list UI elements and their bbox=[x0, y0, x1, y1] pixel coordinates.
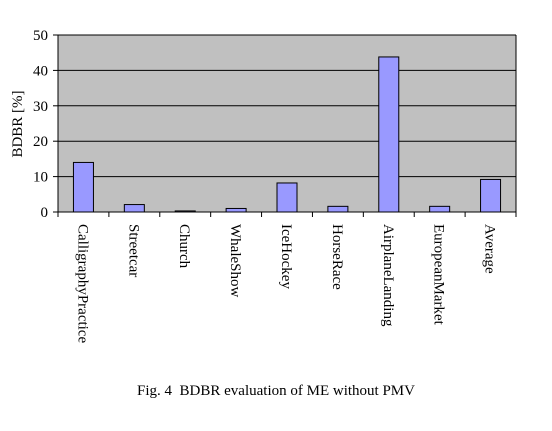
bar-airplanelanding bbox=[378, 56, 400, 213]
plot-area: 0 10 20 30 40 50 CalligraphyPractice Streetcar C… bbox=[33, 28, 517, 343]
bar-calligraphypractice bbox=[72, 161, 94, 213]
bar-church bbox=[174, 210, 196, 213]
y-tick-label: 20 bbox=[33, 134, 48, 150]
bar-europeanmarket bbox=[429, 205, 451, 213]
y-tick-label: 0 bbox=[41, 205, 49, 221]
y-tick-label: 30 bbox=[33, 99, 48, 115]
bar-streetcar bbox=[123, 204, 145, 213]
bar-horserace bbox=[327, 205, 349, 213]
x-category-label: EuropeanMarket bbox=[431, 224, 447, 326]
bar-whaleshow bbox=[225, 207, 247, 213]
x-category-label: CalligraphyPractice bbox=[74, 224, 90, 343]
bar-icehockey bbox=[276, 182, 298, 213]
y-axis-label: BDBR [%] bbox=[10, 90, 26, 157]
x-category-label: AirplaneLanding bbox=[380, 224, 396, 327]
x-category-label: WhaleShow bbox=[227, 224, 243, 297]
x-category-label: IceHockey bbox=[278, 224, 294, 289]
x-category-label: HorseRace bbox=[329, 224, 345, 290]
x-category-label: Streetcar bbox=[125, 224, 141, 277]
y-tick-label: 50 bbox=[33, 28, 48, 44]
y-tick-label: 10 bbox=[33, 170, 48, 186]
figure-caption: Fig. 4 BDBR evaluation of ME without PMV bbox=[137, 383, 415, 399]
bar-average bbox=[480, 178, 502, 213]
y-tick-label: 40 bbox=[33, 63, 48, 79]
x-category-label: Church bbox=[176, 224, 192, 269]
x-category-label: Average bbox=[482, 224, 498, 274]
